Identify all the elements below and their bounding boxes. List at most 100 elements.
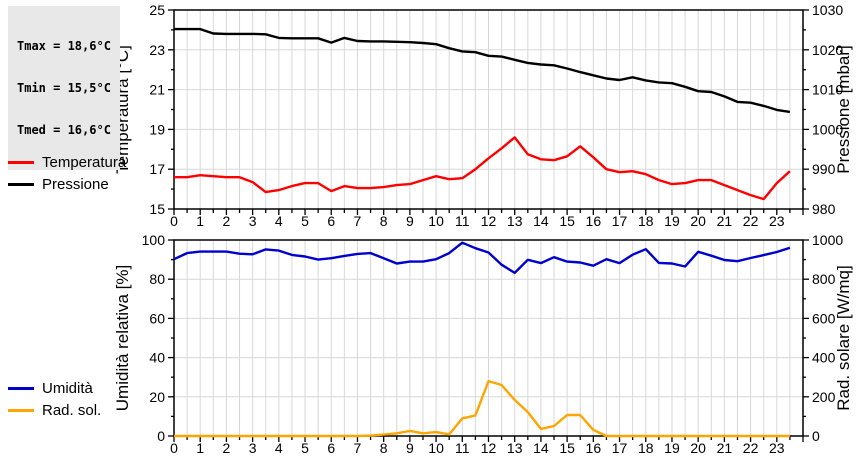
axis-text: 8 xyxy=(380,213,388,229)
axis-text: 8 xyxy=(380,440,388,456)
axis-text: 1 xyxy=(196,440,204,456)
axis-text: 11 xyxy=(455,440,470,456)
axis-text: 20 xyxy=(149,389,165,405)
axis-text: 17 xyxy=(149,161,165,177)
temperatura-line-swatch xyxy=(8,160,34,164)
axis-text: 14 xyxy=(533,213,549,229)
axis-text: 5 xyxy=(301,213,309,229)
axis-text: 14 xyxy=(533,440,549,456)
axis-text: 40 xyxy=(149,350,165,366)
axis-text: 10 xyxy=(428,440,444,456)
axis-text: 17 xyxy=(612,213,628,229)
axis-text: 1000 xyxy=(812,232,843,248)
axis-text: Rad. solare [W/mq] xyxy=(834,265,853,411)
bottom-chart-legend: Umidità Rad. sol. xyxy=(8,377,101,421)
axis-text: 20 xyxy=(690,213,706,229)
axis-text: 12 xyxy=(481,213,497,229)
axis-text: 4 xyxy=(275,440,283,456)
umidita-line-swatch xyxy=(8,386,34,390)
axis-text: 990 xyxy=(812,161,836,177)
axis-text: 13 xyxy=(507,213,523,229)
axis-text: 19 xyxy=(664,440,680,456)
axis-text: 1030 xyxy=(812,2,843,18)
axis-text: 25 xyxy=(149,2,165,18)
legend-entry-pressione: Pressione xyxy=(8,173,126,195)
humidity-radiation-chart: 0 1 2 3 4 5 6 7 8 9 10 11 12 13 14 15 16 17 18 19 20 21 22 2302… xyxy=(113,232,853,456)
legend-entry-rad-sol: Rad. sol. xyxy=(8,399,101,421)
axis-text: 2 xyxy=(223,213,231,229)
rad-sol-series-line xyxy=(174,379,790,438)
axis-text: 4 xyxy=(275,213,283,229)
axis-text: 2 xyxy=(223,440,231,456)
pressione-line-swatch xyxy=(8,182,34,186)
axis-text: 23 xyxy=(149,42,165,58)
axis-text: Pressione [mbar] xyxy=(834,45,853,174)
axis-text: 980 xyxy=(812,201,836,217)
tmax-line: Tmax = 18,6°C xyxy=(17,39,111,53)
temperature-stats-box: Tmax = 18,6°C Tmin = 15,5°C Tmed = 16,6°… xyxy=(8,6,120,170)
top-chart-legend: Temperatura Pressione xyxy=(8,151,126,195)
umidit-series-line xyxy=(173,241,791,275)
axis-text: 20 xyxy=(690,440,706,456)
axis-text: 19 xyxy=(149,121,165,137)
tmin-line: Tmin = 15,5°C xyxy=(17,81,111,95)
axis-text: 19 xyxy=(664,213,680,229)
axis-text: Umidità relativa [%] xyxy=(113,265,132,411)
axis-text: 15 xyxy=(559,213,575,229)
axis-text: 1020 xyxy=(812,42,843,58)
axis-text: 15 xyxy=(559,440,575,456)
axis-text: 22 xyxy=(743,213,759,229)
axis-text: 21 xyxy=(149,82,165,98)
axis-text: 16 xyxy=(586,440,602,456)
axis-text: 3 xyxy=(249,440,257,456)
axis-text: 1000 xyxy=(812,121,843,137)
axis-text: 17 xyxy=(612,440,628,456)
axis-text: 23 xyxy=(769,213,785,229)
legend-entry-temperatura: Temperatura xyxy=(8,151,126,173)
axis-text: 18 xyxy=(638,440,654,456)
axis-text: 7 xyxy=(354,440,362,456)
axis-text: 18 xyxy=(638,213,654,229)
axis-text: 800 xyxy=(812,271,836,287)
rad-sol-line-swatch xyxy=(8,408,34,412)
pressione-series-line xyxy=(174,27,791,114)
axis-text: 60 xyxy=(149,310,165,326)
tmed-line: Tmed = 16,6°C xyxy=(17,123,111,137)
axis-text: 9 xyxy=(406,440,414,456)
axis-text: 7 xyxy=(354,213,362,229)
legend-label: Rad. sol. xyxy=(42,401,102,419)
temperatura-series-line xyxy=(174,136,791,201)
axis-text: 23 xyxy=(769,440,785,456)
axis-text: 6 xyxy=(327,440,335,456)
axis-text: 0 xyxy=(170,440,178,456)
axis-text: 21 xyxy=(717,440,733,456)
axis-text: 80 xyxy=(149,271,165,287)
legend-label: Umidità xyxy=(42,379,93,397)
axis-text: 11 xyxy=(455,213,470,229)
axis-text: 21 xyxy=(717,213,733,229)
axis-text: 0 xyxy=(812,428,820,444)
axis-text: 1 xyxy=(196,213,204,229)
axis-text: 5 xyxy=(301,440,309,456)
axis-text: 1010 xyxy=(812,82,843,98)
axis-text: 400 xyxy=(812,350,836,366)
axis-text: 100 xyxy=(142,232,166,248)
axis-text: 3 xyxy=(249,213,257,229)
legend-entry-umidita: Umidità xyxy=(8,377,101,399)
legend-label: Temperatura xyxy=(42,153,127,171)
axis-text: 22 xyxy=(743,440,759,456)
axis-text: 12 xyxy=(481,440,497,456)
axis-text: 10 xyxy=(428,213,444,229)
axis-text: 0 xyxy=(157,428,165,444)
axis-text: 15 xyxy=(149,201,165,217)
axis-text: 200 xyxy=(812,389,836,405)
axis-text: 16 xyxy=(586,213,602,229)
legend-label: Pressione xyxy=(42,175,109,193)
axis-text: 6 xyxy=(327,213,335,229)
axis-text: 0 xyxy=(170,213,178,229)
axis-text: 600 xyxy=(812,310,836,326)
axis-text: 13 xyxy=(507,440,523,456)
temperature-pressure-chart: 0 1 2 3 4 5 6 7 8 9 10 11 12 13 14 15 16 17 18 19 20 21 22 2315… xyxy=(113,2,853,229)
